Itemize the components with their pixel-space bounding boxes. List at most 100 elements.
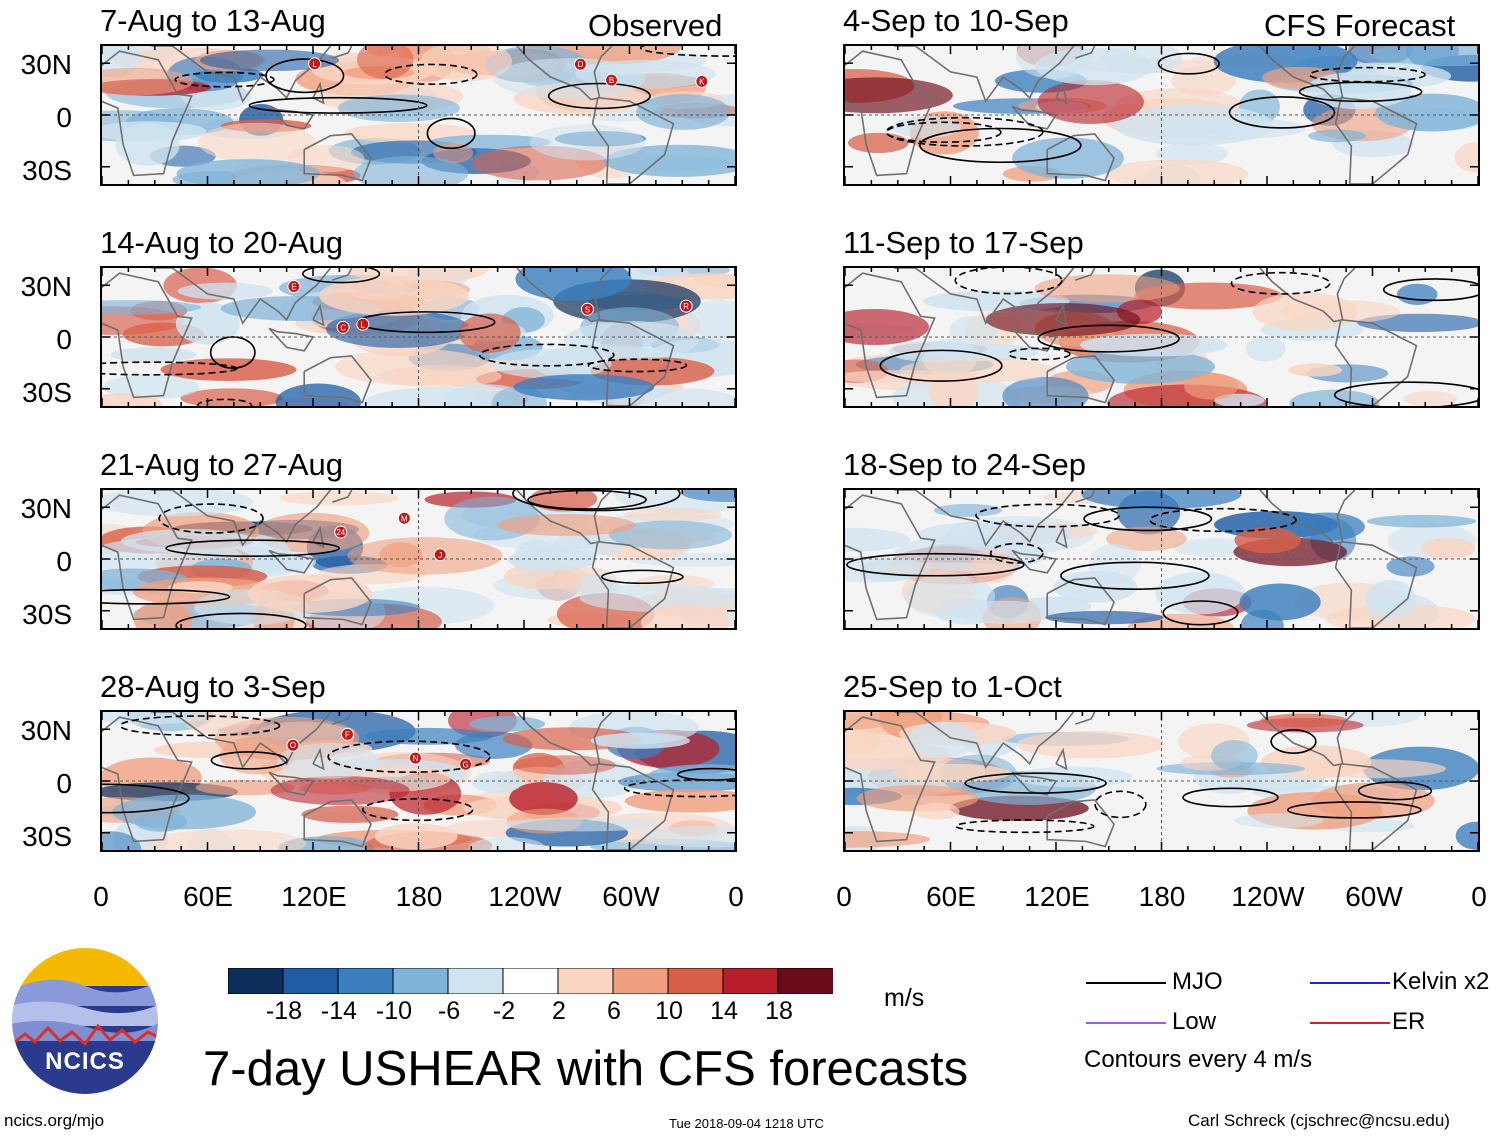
coastline — [151, 712, 332, 769]
mjo-contour — [989, 542, 1044, 564]
legend-label-er: ER — [1392, 1008, 1426, 1035]
shear-anomaly — [1081, 490, 1242, 509]
shear-anomaly — [469, 716, 546, 732]
shear-anomaly — [507, 547, 597, 572]
storm-marker: O — [286, 738, 300, 752]
panel-observed-3: 24 J M — [100, 488, 737, 630]
shear-anomaly — [277, 742, 379, 779]
colorbar-swatch — [667, 967, 724, 995]
shear-anomaly — [248, 574, 373, 613]
colorbar — [227, 967, 834, 995]
mjo-contour — [547, 82, 651, 110]
y-tick-30n: 30N — [20, 715, 72, 746]
contour-note: Contours every 4 m/s — [1084, 1046, 1313, 1073]
shear-anomaly — [892, 763, 1011, 783]
x-tick-180: 180 — [1138, 881, 1186, 912]
shear-anomaly — [686, 299, 735, 340]
mjo-contour — [174, 71, 275, 88]
storm-marker-label: G — [462, 760, 468, 769]
shear-anomaly — [110, 347, 197, 363]
mjo-contour — [158, 503, 264, 534]
coastline — [312, 81, 325, 105]
legend-line-low — [1086, 1022, 1166, 1024]
storm-marker-label: R — [683, 302, 689, 311]
shear-anomaly — [120, 529, 255, 553]
mjo-contour — [102, 783, 190, 814]
shear-anomaly — [892, 116, 962, 139]
coastline — [303, 355, 372, 404]
y-tick-30s: 30S — [22, 377, 72, 408]
coastline — [894, 46, 1075, 103]
shear-anomaly — [1396, 283, 1438, 305]
panel-title-obs-2: 14-Aug to 20-Aug — [100, 225, 344, 260]
mjo-contour — [1382, 278, 1478, 302]
shear-anomaly — [1386, 556, 1435, 577]
panel-title-obs-4: 28-Aug to 3-Sep — [100, 669, 326, 704]
shear-anomaly — [1245, 336, 1286, 362]
colorbar-label: 6 — [607, 997, 621, 1025]
shear-anomaly — [279, 491, 399, 506]
y-tick-30n: 30N — [20, 271, 72, 302]
coastline — [1046, 355, 1115, 404]
shear-anomaly — [374, 823, 458, 850]
coastline — [591, 762, 675, 850]
panel-observed-4: N O G F — [100, 710, 737, 852]
mjo-contour — [209, 336, 256, 369]
coastline — [1055, 81, 1068, 105]
mjo-contour — [426, 117, 476, 150]
coastline — [102, 494, 193, 621]
mjo-contour — [587, 358, 688, 373]
storm-marker-label: L — [361, 320, 366, 329]
shear-anomaly — [493, 58, 646, 99]
storm-marker: D — [573, 57, 587, 71]
panel-observed-2: R S C L E — [100, 266, 737, 408]
coastline — [591, 540, 675, 628]
shear-anomaly — [357, 46, 414, 79]
shear-anomaly — [845, 830, 931, 848]
colorbar-label: -6 — [437, 997, 461, 1025]
shear-anomaly — [623, 508, 722, 522]
shear-anomaly — [347, 537, 503, 575]
shear-anomaly — [1105, 159, 1249, 184]
mjo-contour — [1094, 790, 1147, 819]
x-tick-60e: 60E — [926, 881, 976, 912]
shear-anomaly — [1455, 821, 1478, 850]
shear-anomaly — [1365, 579, 1416, 618]
coastline — [1259, 268, 1356, 323]
shear-anomaly — [513, 374, 655, 401]
shear-anomaly — [1065, 349, 1216, 384]
shear-anomaly — [1260, 713, 1349, 728]
mjo-contour — [302, 268, 381, 284]
shear-anomaly — [270, 775, 410, 806]
x-tick-0: 0 — [93, 881, 109, 912]
shear-anomaly — [641, 604, 731, 628]
shear-anomaly — [177, 282, 273, 300]
mjo-contour — [955, 819, 1095, 834]
mjo-contour — [964, 772, 1107, 794]
coastline — [312, 525, 325, 549]
storm-marker-label: L — [312, 60, 317, 69]
coastline — [1055, 525, 1068, 549]
panel-title-obs-1: 7-Aug to 13-Aug — [100, 3, 326, 38]
coastline — [1334, 318, 1418, 406]
x-tick-0-end: 0 — [728, 881, 744, 912]
shear-anomaly — [647, 764, 735, 788]
shear-anomaly — [160, 358, 297, 382]
mjo-contour — [954, 268, 1063, 295]
observed-label: Observed — [588, 8, 723, 43]
y-tick-30s: 30S — [22, 821, 72, 852]
shear-anomaly — [603, 144, 735, 177]
logo-text: NCICS — [45, 1048, 125, 1075]
mjo-contour — [478, 343, 615, 367]
coastline — [1055, 747, 1068, 771]
colorbar-swatch — [392, 967, 449, 995]
coastline — [845, 494, 936, 621]
mjo-contour — [879, 349, 1003, 382]
colorbar-swatch — [777, 967, 834, 995]
x-tick-60e: 60E — [183, 881, 233, 912]
shear-anomaly — [590, 732, 690, 749]
x-tick-60w: 60W — [1345, 881, 1403, 912]
mjo-contour — [919, 127, 1082, 164]
panel-title-fc-1: 4-Sep to 10-Sep — [843, 3, 1069, 38]
